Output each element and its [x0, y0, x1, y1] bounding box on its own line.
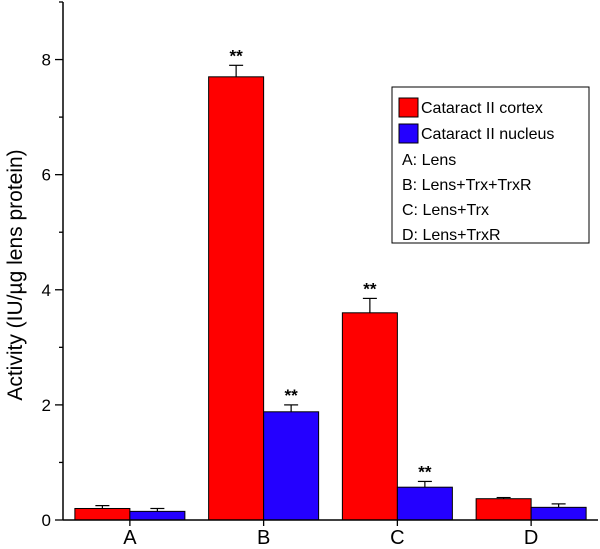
bar-cortex-B — [208, 76, 265, 521]
legend-label-cortex: Cataract II cortex — [421, 100, 543, 117]
legend-swatch-cortex — [398, 97, 419, 118]
bar-nucleus-A — [129, 510, 186, 521]
x-tick-label-D: D — [524, 527, 538, 544]
bar-cortex-C — [341, 312, 398, 521]
x-tick-label-B: B — [257, 527, 270, 544]
y-tick-label-2: 2 — [42, 396, 51, 415]
bar-nucleus-B — [263, 411, 320, 521]
bar-cortex-D — [475, 498, 532, 521]
legend-swatch-nucleus — [398, 123, 419, 144]
legend-note-2: C: Lens+Trx — [402, 202, 489, 219]
legend: Cataract II cortex Cataract II nucleus A: … — [391, 86, 590, 244]
significance-mark-nucleus-C: ** — [418, 462, 432, 481]
bar-nucleus-D — [530, 506, 587, 521]
x-tick-label-C: C — [390, 527, 404, 544]
y-axis-label: Activity (IU/µg lens protein) — [4, 149, 27, 400]
significance-mark-cortex-C: ** — [363, 279, 377, 298]
legend-note-3: D: Lens+TrxR — [402, 227, 501, 244]
y-tick-label-0: 0 — [42, 511, 51, 530]
legend-label-nucleus: Cataract II nucleus — [421, 126, 554, 143]
y-tick-label-6: 6 — [42, 166, 51, 185]
y-tick-label-8: 8 — [42, 51, 51, 70]
bar-cortex-A — [74, 507, 131, 521]
significance-mark-cortex-B: ** — [230, 46, 244, 65]
legend-note-0: A: Lens — [402, 152, 456, 169]
legend-box — [391, 86, 590, 244]
significance-mark-nucleus-B: ** — [285, 386, 299, 405]
x-tick-label-A: A — [123, 527, 137, 544]
bar-nucleus-C — [396, 486, 453, 521]
y-tick-label-4: 4 — [42, 281, 51, 300]
legend-note-1: B: Lens+Trx+TrxR — [402, 177, 532, 194]
